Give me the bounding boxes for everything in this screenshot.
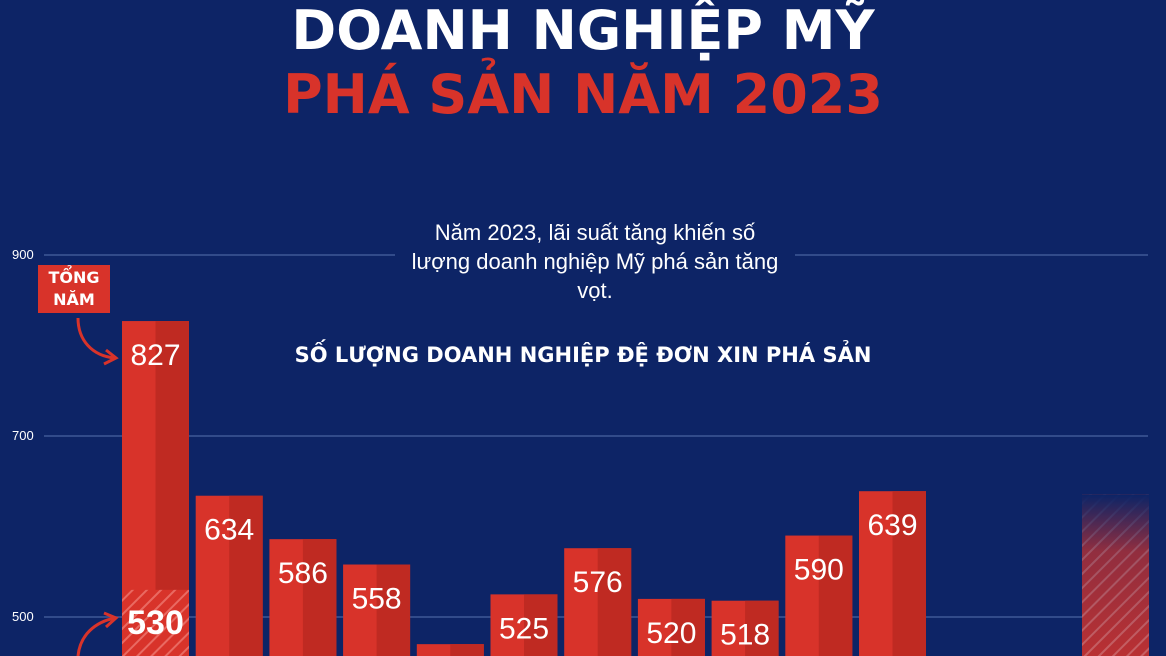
bar-shade — [671, 598, 705, 656]
total-year-badge: TỔNG NĂM — [38, 265, 110, 313]
y-tick-label: 500 — [12, 609, 34, 624]
bar-shade — [597, 548, 632, 656]
bar-value-label: 827 — [130, 339, 180, 372]
y-tick-label: 900 — [12, 247, 34, 262]
bar-partial-label: 530 — [127, 604, 184, 642]
bar-value-label: 634 — [204, 514, 254, 547]
y-tick-label: 700 — [12, 428, 34, 443]
bar-value-label: 576 — [573, 566, 623, 599]
arrow-total-icon — [76, 317, 116, 360]
bar-shade — [524, 594, 558, 656]
bar-value-label: 518 — [720, 619, 770, 652]
subtitle: Năm 2023, lãi suất tăng khiến số lượng d… — [395, 218, 795, 305]
badge-line-2: NĂM — [53, 290, 95, 309]
bar-shade — [302, 539, 337, 656]
bar-shade — [892, 491, 926, 656]
bar-value-label: 558 — [352, 583, 402, 616]
bar-value-label: 520 — [646, 617, 696, 650]
title-line-2: PHÁ SẢN NĂM 2023 — [283, 63, 883, 126]
badge-line-1: TỔNG — [48, 268, 100, 287]
bar-shade — [450, 644, 484, 656]
bar-value-label: 590 — [794, 554, 844, 587]
title-line-1: DOANH NGHIỆP MỸ — [291, 0, 875, 62]
bar-upcoming-fade — [1082, 494, 1149, 656]
arrow-partial-icon — [76, 616, 116, 656]
arrowhead-partial-icon — [103, 611, 119, 629]
bar-shade — [818, 535, 853, 656]
chart-title: SỐ LƯỢNG DOANH NGHIỆP ĐỆ ĐƠN XIN PHÁ SẢN — [294, 343, 872, 367]
bar-value-label: 525 — [499, 612, 549, 645]
bar-partial-segment — [122, 589, 189, 656]
bar-shade — [745, 600, 779, 656]
bar-shade — [229, 495, 263, 656]
arrowhead-total-icon — [103, 348, 119, 366]
bar-value-label: 586 — [278, 557, 328, 590]
bar-shade — [376, 564, 411, 656]
bar-value-label: 639 — [867, 509, 917, 542]
